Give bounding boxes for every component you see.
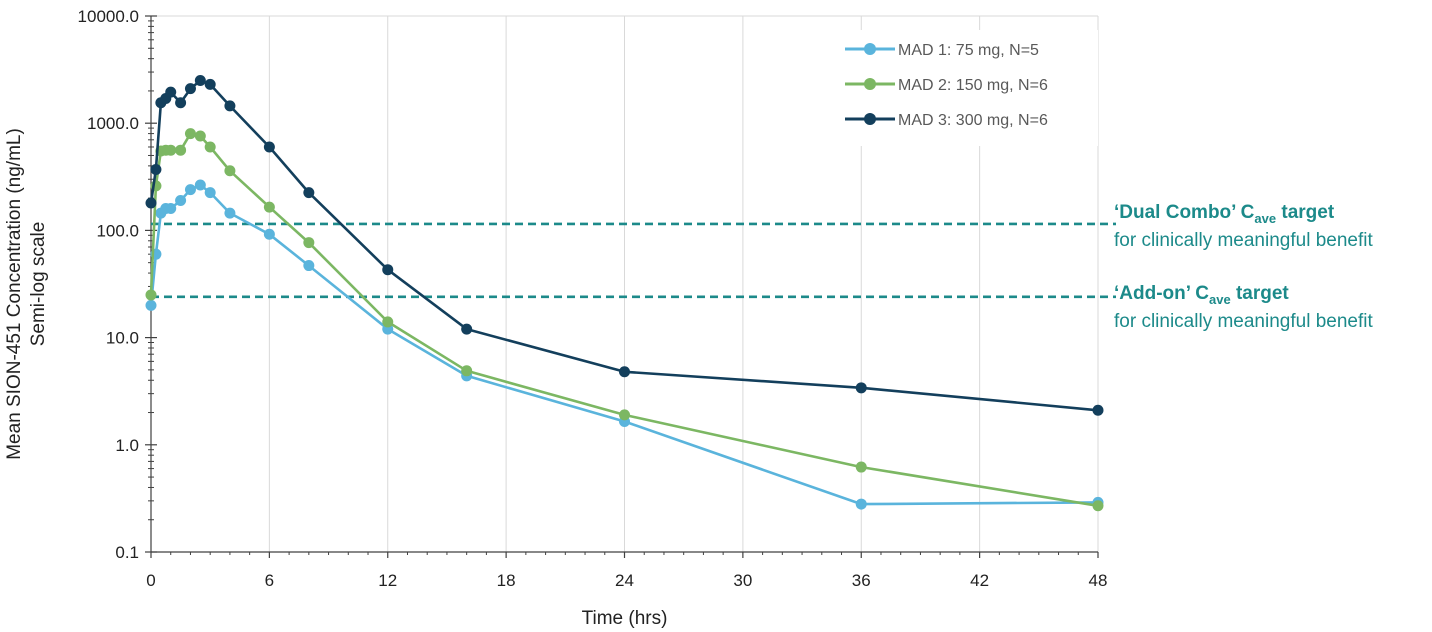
y-tick-label: 10.0 bbox=[106, 329, 139, 348]
data-point bbox=[184, 184, 196, 196]
x-tick-label: 24 bbox=[615, 571, 634, 590]
data-point bbox=[194, 130, 206, 142]
legend-label: MAD 2: 150 mg, N=6 bbox=[898, 77, 1048, 94]
y-tick-label: 1000.0 bbox=[87, 114, 139, 133]
data-point bbox=[1092, 500, 1104, 512]
data-point bbox=[382, 264, 394, 276]
x-tick-label: 0 bbox=[146, 571, 155, 590]
x-tick-label: 48 bbox=[1089, 571, 1108, 590]
x-tick-label: 12 bbox=[378, 571, 397, 590]
legend-swatch-marker bbox=[864, 43, 876, 55]
target-label-title: ‘Add-on’ Cave target bbox=[1114, 283, 1289, 307]
target-label-title: ‘Dual Combo’ Cave target bbox=[1114, 202, 1335, 226]
data-point bbox=[1092, 404, 1104, 416]
data-point bbox=[382, 316, 394, 328]
data-point bbox=[145, 299, 157, 311]
data-point bbox=[303, 237, 315, 249]
legend-swatch-marker bbox=[864, 113, 876, 125]
data-point bbox=[175, 144, 187, 156]
data-point bbox=[165, 144, 177, 156]
y-axis-subtitle: Semi-log scale bbox=[28, 222, 49, 347]
data-point bbox=[184, 83, 196, 95]
data-point bbox=[224, 165, 236, 177]
x-tick-label: 6 bbox=[265, 571, 274, 590]
data-point bbox=[855, 461, 867, 473]
data-point bbox=[619, 366, 630, 378]
data-point bbox=[263, 201, 275, 213]
data-point bbox=[303, 260, 315, 272]
data-point bbox=[619, 409, 630, 421]
target-label-subtitle: for clinically meaningful benefit bbox=[1114, 230, 1373, 251]
data-point bbox=[145, 197, 157, 209]
x-axis-title: Time (hrs) bbox=[582, 608, 668, 629]
data-point bbox=[175, 195, 187, 207]
data-point bbox=[194, 75, 206, 87]
data-point bbox=[175, 97, 187, 109]
y-tick-label: 100.0 bbox=[96, 221, 139, 240]
x-tick-label: 30 bbox=[733, 571, 752, 590]
data-point bbox=[204, 141, 216, 153]
y-tick-label: 0.1 bbox=[115, 543, 139, 562]
data-point bbox=[303, 187, 315, 199]
data-point bbox=[224, 100, 236, 112]
data-point bbox=[224, 207, 236, 219]
data-point bbox=[855, 382, 867, 394]
data-point bbox=[263, 228, 275, 240]
legend-label: MAD 1: 75 mg, N=5 bbox=[898, 42, 1039, 59]
data-point bbox=[855, 498, 867, 510]
data-point bbox=[461, 323, 473, 335]
y-tick-label: 1.0 bbox=[115, 436, 139, 455]
y-axis-title: Mean SION-451 Concentration (ng/mL) bbox=[4, 128, 25, 460]
data-point bbox=[165, 86, 177, 98]
legend-label: MAD 3: 300 mg, N=6 bbox=[898, 112, 1048, 129]
data-point bbox=[150, 163, 162, 175]
legend-swatch-marker bbox=[864, 78, 876, 90]
data-point bbox=[263, 141, 275, 153]
data-point bbox=[165, 203, 177, 215]
x-tick-label: 36 bbox=[852, 571, 871, 590]
data-point bbox=[204, 78, 216, 90]
data-point bbox=[461, 365, 473, 377]
x-tick-label: 42 bbox=[970, 571, 989, 590]
x-tick-label: 18 bbox=[497, 571, 516, 590]
y-tick-label: 10000.0 bbox=[78, 7, 139, 26]
data-point bbox=[194, 179, 206, 191]
data-point bbox=[184, 128, 196, 140]
data-point bbox=[145, 289, 157, 301]
data-point bbox=[204, 187, 216, 199]
target-label-subtitle: for clinically meaningful benefit bbox=[1114, 311, 1373, 332]
